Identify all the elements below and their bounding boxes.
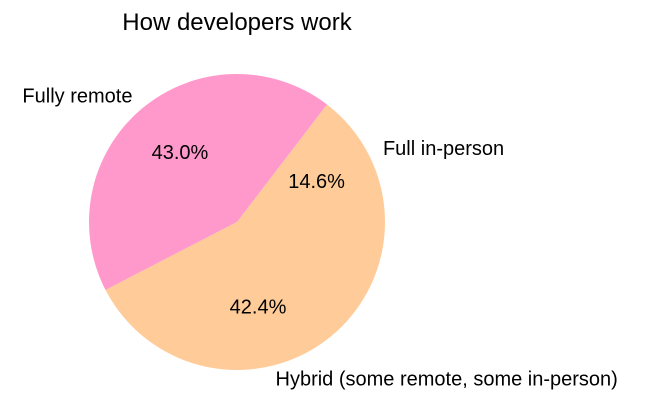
pie-slices [88, 73, 386, 371]
percent-label-hybrid-some-remote-some-in-person: 42.4% [230, 297, 287, 319]
chart-title: How developers work [122, 9, 352, 36]
pie-labels: Full in-person 14.6% Fully remote 43.0% Hybr… [22, 85, 617, 390]
percent-label-fully-remote: 43.0% [152, 142, 209, 164]
pie-slice-hybrid-some-remote-some-in-person [105, 222, 385, 371]
slice-label-hybrid-some-remote-some-in-person: Hybrid (some remote, some in-person) [276, 368, 618, 390]
percent-label-full-in-person: 14.6% [288, 171, 345, 193]
pie-slice-full-in-person [237, 104, 386, 222]
slice-label-full-in-person: Full in-person [383, 138, 504, 160]
pie-slice-fully-remote [88, 73, 327, 291]
slice-label-fully-remote: Fully remote [22, 85, 132, 107]
